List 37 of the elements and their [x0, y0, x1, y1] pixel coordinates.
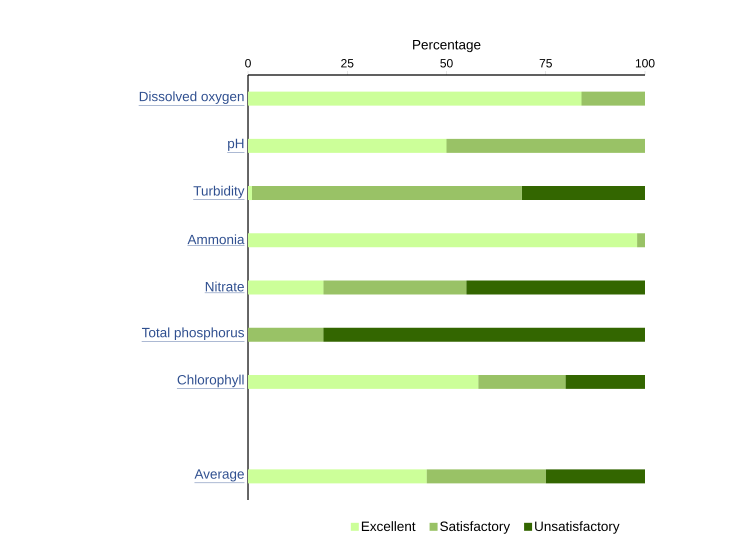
bar — [446, 138, 646, 153]
y-tick-label: Nitrate — [206, 282, 244, 292]
legend-label: Satisfactory — [440, 521, 510, 534]
y-tick-label: Average — [194, 469, 244, 482]
bar — [581, 92, 646, 106]
bar — [546, 469, 646, 484]
bar — [566, 374, 646, 389]
bar — [466, 280, 646, 294]
bar — [478, 374, 566, 389]
x-tick-label: 50 — [440, 58, 453, 68]
y-tick-label: Dissolved oxygen — [140, 91, 244, 104]
bar — [426, 469, 546, 484]
bar — [248, 233, 638, 248]
y-tick-label: Chlorophyll — [178, 374, 244, 388]
bar — [248, 374, 478, 389]
y-tick-label: Turbidity — [194, 186, 244, 198]
bar — [248, 280, 324, 294]
bar — [637, 233, 646, 248]
bar — [323, 280, 466, 294]
x-tick-label: 25 — [341, 58, 354, 68]
y-tick-label: Total phosphorus — [142, 327, 244, 340]
x-tick-label: 0 — [245, 58, 251, 68]
bar — [248, 186, 252, 200]
x-tick-label: 75 — [540, 59, 552, 68]
bar — [248, 92, 582, 106]
x-tick-label: 100 — [636, 58, 655, 68]
bar — [323, 328, 646, 342]
y-tick-label: Ammonia — [188, 234, 244, 244]
bar — [252, 186, 522, 200]
bar — [248, 328, 324, 342]
bar — [522, 186, 646, 200]
legend-label: Unsatisfactory — [535, 521, 620, 534]
bar — [248, 138, 447, 153]
legend-label: Excellent — [362, 521, 416, 532]
bar — [248, 469, 427, 484]
y-tick-label: pH — [228, 138, 244, 151]
x-axis-title: Percentage — [413, 40, 480, 52]
